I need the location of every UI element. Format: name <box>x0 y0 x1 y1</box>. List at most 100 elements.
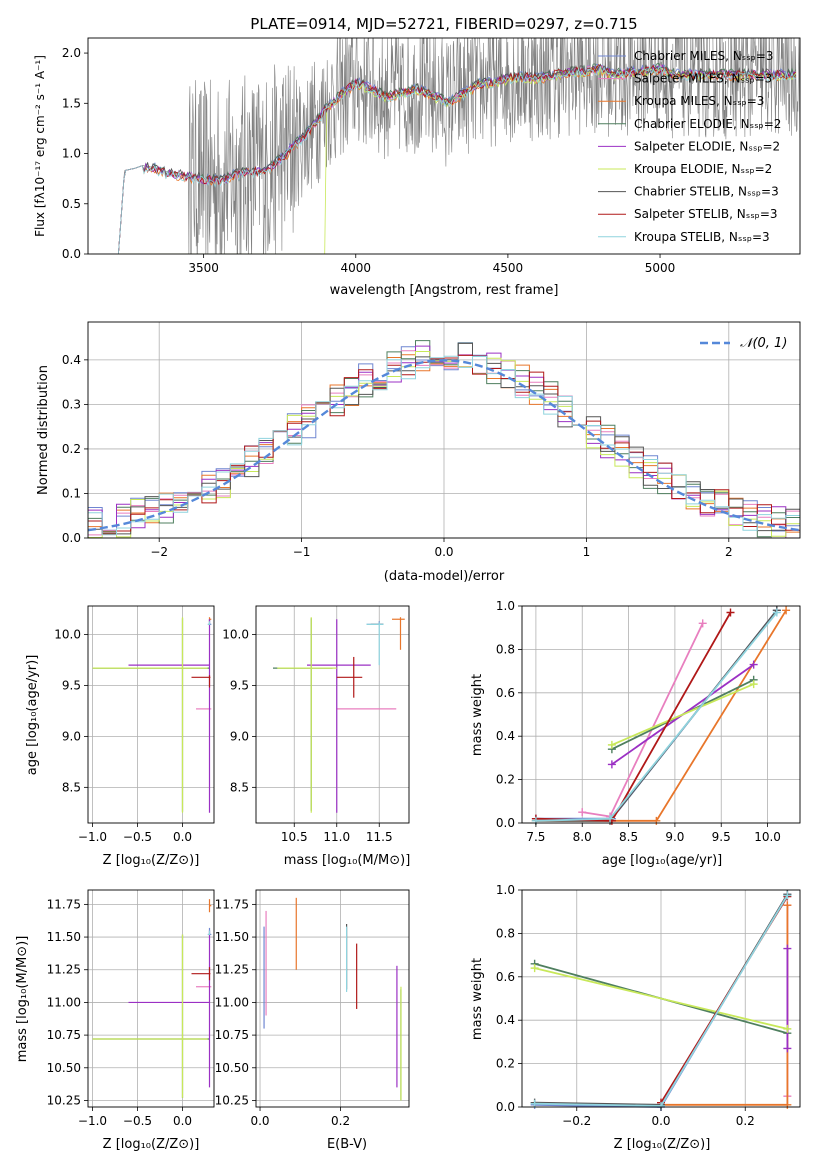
y-tick-label: 10.75 <box>47 1028 81 1042</box>
mass-weight-marker <box>698 619 707 628</box>
x-tick-label: 0.0 <box>651 1114 670 1128</box>
x-tick-label: 0.0 <box>250 1114 269 1128</box>
y-tick-label: 8.5 <box>62 780 81 794</box>
x-tick-label: −2 <box>150 545 168 559</box>
x-tick-label: 5000 <box>645 261 676 275</box>
y-tick-label: 0.0 <box>496 816 515 830</box>
mass-weight-marker <box>783 901 792 910</box>
y-tick-label: 0.6 <box>496 686 515 700</box>
mass-weight-line <box>535 611 778 822</box>
y-tick-label: 1.5 <box>62 96 81 110</box>
y-tick-label: 9.5 <box>230 678 249 692</box>
y-tick-label: 10.50 <box>215 1061 249 1075</box>
grid-lines <box>88 606 214 823</box>
residual-histogram-series <box>88 355 800 538</box>
age-vs-mass-xlabel: mass [log₁₀(M/M⊙)] <box>284 853 411 868</box>
x-tick-label: 2 <box>725 545 733 559</box>
mass-weight-marker <box>782 606 791 615</box>
spectrum-legend: Chabrier MILES, Nₛₛₚ=3 Salpeter MILES, Nₛ… <box>598 49 781 244</box>
axes-frame <box>87 605 215 824</box>
age-vs-z-ylabel: age [log₁₀(age/yr)] <box>25 655 40 776</box>
mass-weight-line <box>535 609 778 820</box>
mass-weight-age-xlabel: age [log₁₀(age/yr)] <box>602 853 723 868</box>
y-tick-label: 10.25 <box>215 1093 249 1107</box>
y-tick-label: 10.25 <box>47 1093 81 1107</box>
x-tick-label: −0.2 <box>562 1114 591 1128</box>
residuals-legend: 𝒩(0, 1) <box>700 336 787 351</box>
y-tick-label: 11.25 <box>215 963 249 977</box>
grid-lines <box>256 890 409 1107</box>
model-spectrum-line <box>118 65 796 254</box>
legend-label: Salpeter STELIB, Nₛₛₚ=3 <box>634 207 778 221</box>
mass-vs-metallicity-panel: −1.0 −0.5 0.0 10.25 10.50 10.75 11.00 11.25 11.5… <box>47 889 215 1128</box>
x-tick-label: 0.0 <box>173 830 192 844</box>
grid-lines <box>256 606 409 823</box>
axes-frame <box>521 889 801 1108</box>
y-tick-label: 9.0 <box>62 729 81 743</box>
y-tick-label: 0.0 <box>496 1100 515 1114</box>
mass-vs-ebv-panel: 0.0 0.2 10.25 10.50 10.75 11.00 11.25 11.50 11.7… <box>215 889 410 1128</box>
y-tick-label: 1.0 <box>496 883 515 897</box>
x-tick-label: 0.0 <box>434 545 453 559</box>
y-tick-label: 0.5 <box>62 197 81 211</box>
mass-weight-vs-age-panel: 7.5 8.0 8.5 9.0 9.5 10.0 0.0 0.2 0.4 0.6 0.8 1.0 <box>496 599 801 844</box>
mass-weight-line <box>534 967 788 1030</box>
y-tick-label: 0.8 <box>496 926 515 940</box>
axes-frame <box>87 321 801 539</box>
axes: −0.2 0.0 0.2 0.0 0.2 0.4 0.6 0.8 1.0 <box>496 883 801 1128</box>
mass-weight-marker <box>749 680 758 689</box>
legend-label: Kroupa MILES, Nₛₛₚ=3 <box>634 94 764 108</box>
age-vs-z-xlabel: Z [log₁₀(Z/Z⊙)] <box>103 853 200 868</box>
axes-frame <box>521 605 801 824</box>
x-tick-label: 11.0 <box>323 830 350 844</box>
x-tick-label: −0.5 <box>123 1114 152 1128</box>
mass-weight-marker <box>606 814 615 823</box>
y-tick-label: 0.3 <box>62 397 81 411</box>
age-vs-mass-panel: 10.5 11.0 11.5 8.5 9.0 9.5 10.0 <box>222 605 410 844</box>
axes: −1.0 −0.5 0.0 8.5 9.0 9.5 10.0 <box>54 605 215 844</box>
mass-vs-z-xlabel: Z [log₁₀(Z/Z⊙)] <box>103 1137 200 1152</box>
y-tick-label: 10.0 <box>54 628 81 642</box>
model-spectrum-line <box>118 63 797 254</box>
y-tick-label: 0.2 <box>62 442 81 456</box>
y-tick-label: 11.50 <box>47 930 81 944</box>
x-tick-label: 0.2 <box>736 1114 755 1128</box>
residual-histograms <box>88 340 800 538</box>
y-tick-label: 10.0 <box>222 628 249 642</box>
observed-spectrum-line <box>91 38 800 254</box>
mass-weight-marker <box>530 964 539 973</box>
y-tick-label: 0.2 <box>496 1057 515 1071</box>
mass-weight-marker <box>749 660 758 669</box>
mass-weight-line <box>611 683 755 746</box>
axes: 7.5 8.0 8.5 9.0 9.5 10.0 0.0 0.2 0.4 0.6 0.8 1.0 <box>496 599 801 844</box>
y-tick-label: 11.50 <box>215 930 249 944</box>
axes-frame <box>255 605 410 824</box>
y-tick-label: 11.00 <box>215 995 249 1009</box>
plot-area <box>92 617 212 813</box>
mass-weight-marker <box>607 760 616 769</box>
y-tick-label: 8.5 <box>230 780 249 794</box>
grid-lines <box>522 605 800 824</box>
grid-lines <box>88 890 214 1107</box>
x-tick-label: 8.5 <box>619 830 638 844</box>
x-tick-label: 10.0 <box>754 830 781 844</box>
x-tick-label: 4500 <box>493 261 524 275</box>
x-tick-label: 4000 <box>340 261 371 275</box>
mass-weight-marker <box>783 1024 792 1033</box>
y-tick-label: 2.0 <box>62 46 81 60</box>
grid-lines <box>88 322 800 539</box>
legend-label: Salpeter MILES, Nₛₛₚ=3 <box>634 72 772 86</box>
residuals-panel: −2 −1 0.0 1 2 0.0 0.1 0.2 0.3 0.4 <box>62 321 801 559</box>
mass-weight-z-ylabel: mass weight <box>470 958 485 1040</box>
spectrum-ylabel: Flux [fλ10⁻¹⁷ erg cm⁻² s⁻¹ A⁻¹] <box>33 55 47 237</box>
mass-vs-z-ylabel: mass [log₁₀(M/M⊙)] <box>15 936 30 1063</box>
axes: −2 −1 0.0 1 2 0.0 0.1 0.2 0.3 0.4 <box>62 321 801 559</box>
residuals-ylabel: Normed distribution <box>36 365 51 495</box>
normal-reference-curve <box>88 359 800 532</box>
mass-weight-marker <box>772 608 781 617</box>
y-tick-label: 0.1 <box>62 486 81 500</box>
plot-area <box>91 38 800 254</box>
x-tick-label: −1 <box>293 545 311 559</box>
x-tick-label: 9.5 <box>712 830 731 844</box>
